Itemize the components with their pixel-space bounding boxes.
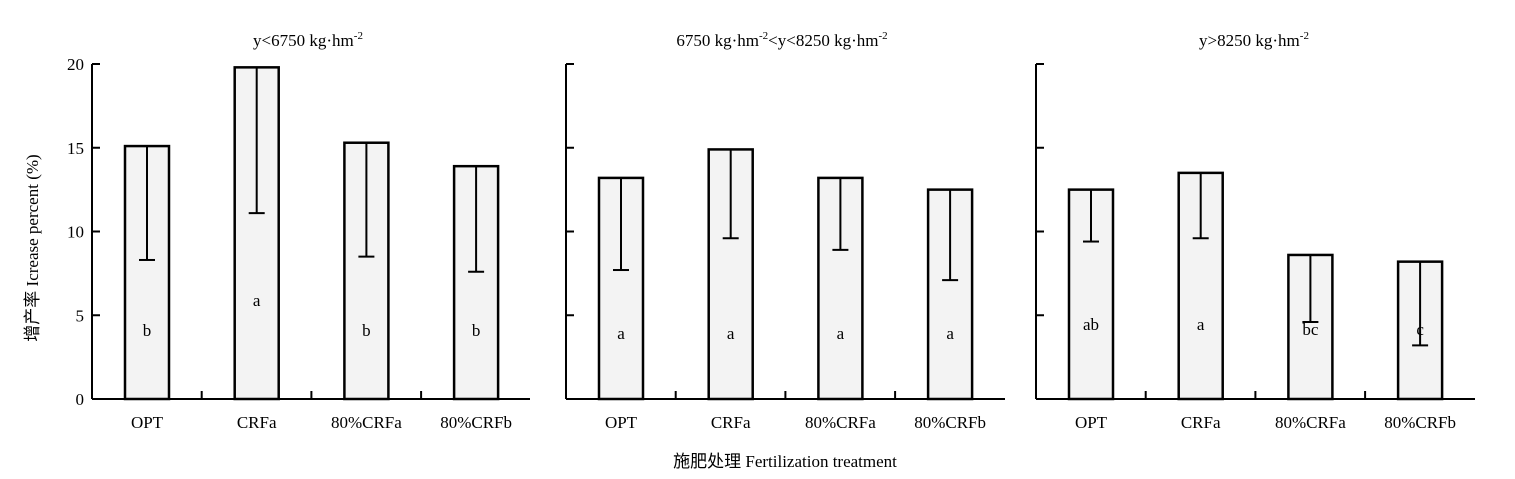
category-label: CRFa — [1181, 413, 1221, 432]
significance-label: c — [1416, 320, 1424, 339]
significance-label: b — [362, 321, 371, 340]
y-tick-label: 15 — [67, 139, 84, 158]
significance-label: a — [253, 291, 261, 310]
category-label: OPT — [1075, 413, 1108, 432]
significance-label: bc — [1302, 320, 1319, 339]
category-label: CRFa — [237, 413, 277, 432]
y-tick-label: 0 — [76, 390, 85, 409]
y-tick-label: 20 — [67, 55, 84, 74]
category-label: 80%CRFb — [914, 413, 986, 432]
significance-label: a — [946, 324, 954, 343]
category-label: 80%CRFa — [1275, 413, 1346, 432]
category-label: 80%CRFb — [1384, 413, 1456, 432]
chart-panel-2: 6750 kg·hm-2<y<8250 kg·hm-2 a OPT a CRFa a 80%… — [565, 30, 1005, 432]
x-axis-label: 施肥处理 Fertilization treatment — [673, 452, 897, 471]
panel-title: 6750 kg·hm-2<y<8250 kg·hm-2 — [676, 30, 887, 50]
chart-panel-1: y<6750 kg·hm-2 0 5 10 15 20 b OPT a CRFa b 80%CRFa b… — [67, 30, 530, 432]
category-label: 80%CRFa — [805, 413, 876, 432]
significance-label: a — [837, 324, 845, 343]
bar-80pct-crfa — [343, 141, 390, 401]
significance-label: ab — [1083, 315, 1099, 334]
significance-label: b — [143, 321, 152, 340]
significance-label: a — [727, 324, 735, 343]
panel-title: y<6750 kg·hm-2 — [253, 30, 363, 50]
category-label: CRFa — [711, 413, 751, 432]
significance-label: b — [472, 321, 481, 340]
panel-title: y>8250 kg·hm-2 — [1199, 30, 1309, 50]
y-tick-label: 5 — [76, 306, 85, 325]
category-label: 80%CRFa — [331, 413, 402, 432]
category-label: OPT — [131, 413, 164, 432]
y-tick-label: 10 — [67, 223, 84, 242]
significance-label: a — [1197, 315, 1205, 334]
chart-panel-3: y>8250 kg·hm-2 ab OPT a CRFa bc 80%CRFa c 80%CRF… — [1035, 30, 1475, 432]
category-label: 80%CRFb — [440, 413, 512, 432]
y-axis-label: 增产率 Icrease percent (%) — [23, 154, 42, 341]
significance-label: a — [617, 324, 625, 343]
category-label: OPT — [605, 413, 638, 432]
